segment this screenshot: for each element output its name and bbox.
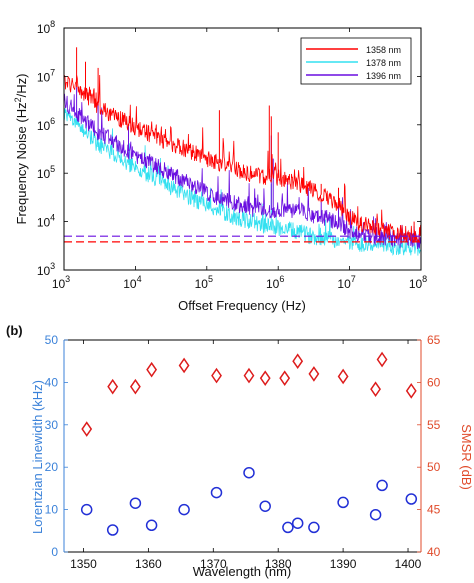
x-tick-label-3: 106: [266, 274, 284, 291]
noise-plot-frame: [63, 27, 422, 271]
linewidth-point-9: [291, 517, 304, 529]
wl-tick-label-4: 1390: [330, 557, 357, 571]
linewidth-point-10: [308, 521, 320, 534]
lw-tick-label-0: 0: [51, 545, 58, 559]
noise-panel: 103 104 105 106 107 108 103 104 105 106 107 108 135…: [13, 19, 427, 313]
series-1-group: [63, 108, 422, 256]
x-tick-label-1: 104: [123, 274, 141, 291]
smsr-point-1: [107, 378, 119, 395]
linewidth-point-11: [337, 496, 349, 509]
linewidth-point-2: [129, 497, 142, 509]
smsr-tick-label-0: 40: [427, 545, 441, 559]
y-tick-label-4: 107: [37, 67, 55, 84]
smsr-point-8: [279, 370, 291, 386]
smsr-point-6: [243, 367, 255, 384]
smsr-point-13: [376, 351, 388, 368]
smsr-point-11: [337, 368, 349, 385]
smsr-tick-label-1: 45: [427, 503, 441, 517]
legend-box: [300, 37, 412, 85]
series-0-group: [63, 47, 422, 244]
smsr-point-0: [81, 421, 93, 437]
scatter-axes: 1350 1360 1370 1380 1390 1400 0 10 20 30 40 50 40 45 5…: [45, 333, 441, 571]
wl-tick-label-0: 1350: [70, 557, 97, 571]
dashed-levels: [64, 235, 421, 243]
x-tick-label-2: 105: [195, 274, 213, 291]
wl-tick-label-5: 1400: [395, 557, 422, 571]
linewidth-point-14: [405, 493, 418, 505]
wl-tick-label-2: 1370: [200, 557, 227, 571]
linewidth-point-3: [145, 519, 158, 532]
y-tick-label-5: 108: [37, 19, 55, 36]
smsr-point-12: [370, 381, 381, 398]
lw-tick-label-5: 50: [45, 333, 59, 347]
legend-label-1: 1378 nm: [366, 58, 401, 68]
smsr-point-2: [129, 378, 141, 395]
smsr-point-14: [405, 383, 417, 399]
y-tick-label-0: 103: [37, 261, 55, 278]
series-2-trace: [63, 93, 422, 250]
scatter-points: [80, 351, 418, 536]
noise-series-group: [63, 47, 422, 256]
smsr-point-4: [178, 357, 190, 374]
left-axis-label: Lorentzian Linewidth (kHz): [30, 380, 45, 534]
lw-tick-label-1: 10: [45, 503, 59, 517]
linewidth-point-4: [178, 503, 190, 516]
linewidth-point-1: [106, 524, 119, 536]
linewidth-point-8: [282, 521, 294, 534]
smsr-point-10: [308, 366, 320, 382]
lw-tick-label-4: 40: [45, 375, 59, 389]
smsr-point-9: [292, 353, 304, 370]
legend: 1358 nm 1378 nm 1396 nm: [300, 37, 412, 85]
series-1-trace: [63, 108, 422, 256]
lw-tick-label-2: 20: [45, 460, 59, 474]
series-0-trace: [63, 74, 422, 244]
noise-axis-ticks: 103 104 105 106 107 108 103 104 105 106 107 108: [37, 19, 427, 291]
x-tick-label-5: 108: [409, 274, 427, 291]
x-tick-label-4: 107: [337, 274, 355, 291]
wl-tick-label-3: 1380: [265, 557, 292, 571]
linewidth-point-6: [243, 466, 255, 479]
series-2-group: [63, 87, 422, 250]
legend-label-0: 1358 nm: [366, 45, 401, 55]
linewidth-point-7: [259, 500, 271, 512]
smsr-point-3: [146, 361, 158, 378]
linewidth-point-12: [369, 508, 382, 521]
y-tick-label-3: 106: [37, 116, 55, 133]
lw-tick-label-3: 30: [45, 418, 59, 432]
y-tick-label-1: 104: [37, 213, 55, 230]
wavelength-axis-label: Wavelength (nm): [193, 564, 292, 579]
linewidth-point-5: [210, 486, 223, 499]
panel-label-b: (b): [6, 323, 23, 338]
linewidth-smsr-panel: (b) 1350 1360 1370 1380 1390 1400 0 10 20 30 40 50 4…: [6, 323, 474, 579]
smsr-tick-label-3: 55: [427, 418, 441, 432]
legend-label-2: 1396 nm: [366, 71, 401, 81]
x-tick-label-0: 103: [52, 274, 70, 291]
linewidth-point-0: [80, 503, 93, 516]
x-axis-label: Offset Frequency (Hz): [178, 298, 306, 313]
y-axis-label: Frequency Noise (Hz2/Hz): [13, 74, 29, 225]
smsr-point-7: [259, 370, 271, 386]
linewidth-point-13: [376, 479, 388, 492]
y-tick-label-2: 105: [37, 164, 55, 181]
right-axis-label: SMSR (dB): [459, 424, 474, 490]
smsr-tick-label-2: 50: [427, 460, 441, 474]
smsr-tick-label-4: 60: [427, 375, 441, 389]
smsr-point-5: [211, 367, 222, 384]
wl-tick-label-1: 1360: [135, 557, 162, 571]
smsr-tick-label-5: 65: [427, 333, 441, 347]
